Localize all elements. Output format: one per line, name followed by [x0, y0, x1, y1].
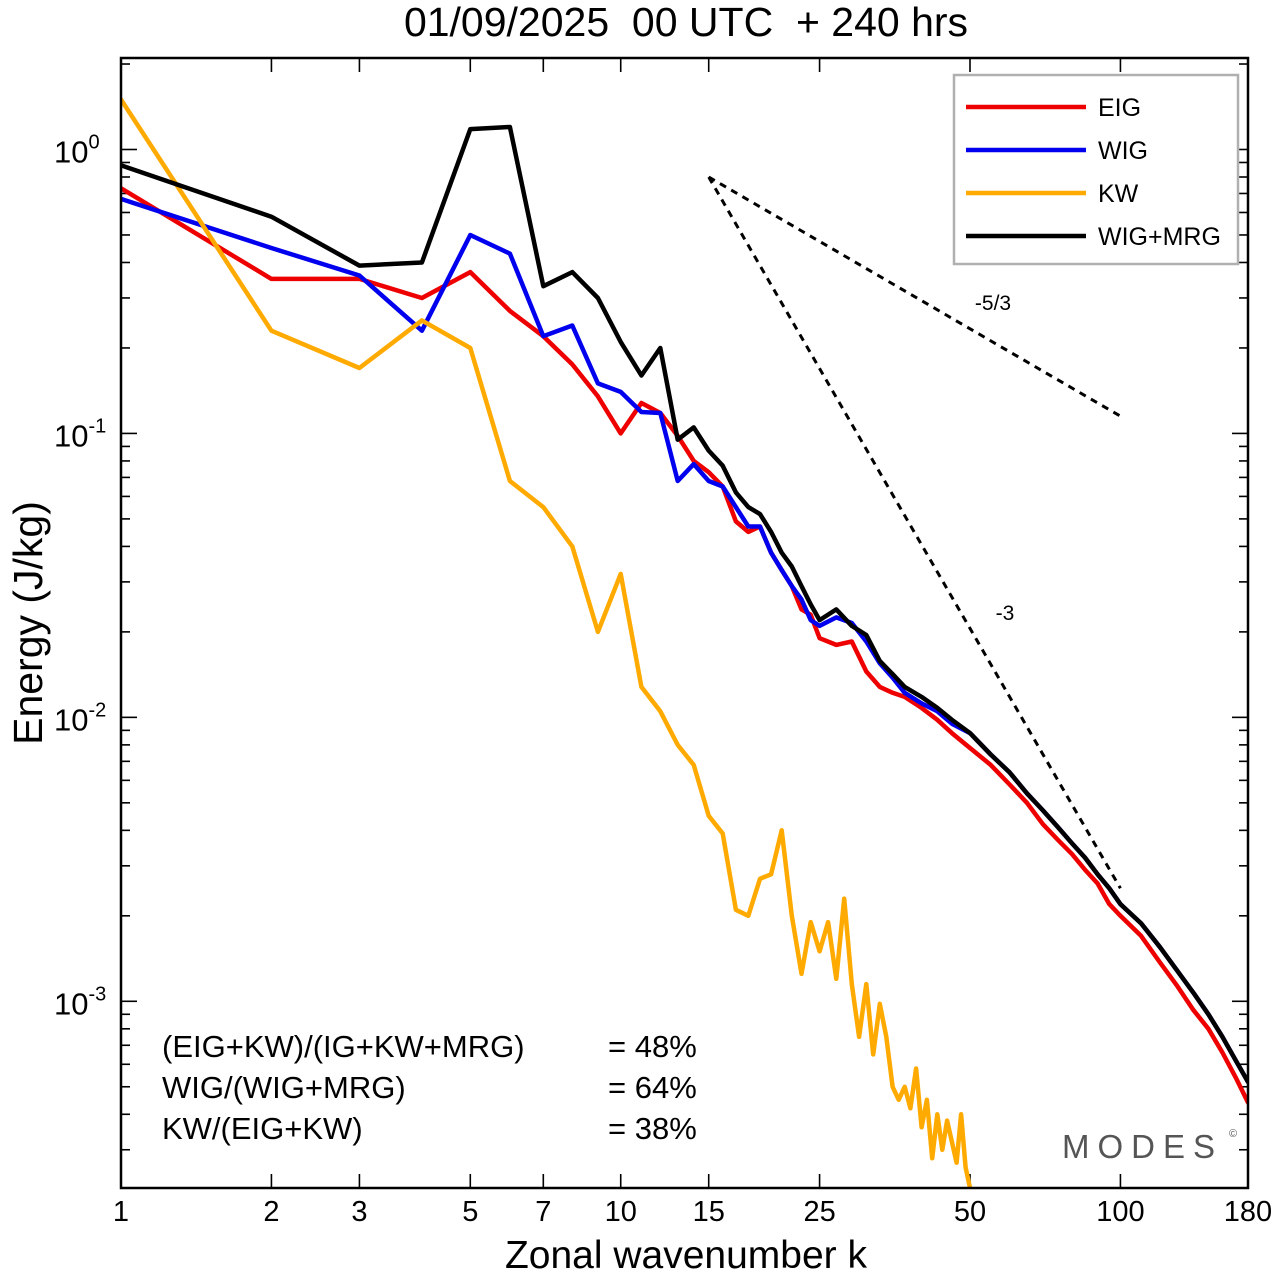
x-axis-label: Zonal wavenumber k — [505, 1234, 868, 1277]
reference-slope-line — [707, 175, 1122, 418]
legend-label: EIG — [1098, 94, 1141, 122]
y-tick-label: 10-1 — [54, 415, 106, 453]
series-line-kw — [121, 97, 973, 1188]
plot-frame — [119, 56, 1250, 1190]
x-tick-label: 2 — [263, 1196, 279, 1228]
series-line-wig-mrg — [121, 124, 1248, 1085]
stat-label: KW/(EIG+KW) — [162, 1111, 363, 1146]
copyright-mark: © — [1229, 1128, 1237, 1140]
x-tick-label: 7 — [535, 1196, 551, 1228]
modes-watermark: MODES — [1062, 1128, 1223, 1165]
stat-value: = 64% — [608, 1070, 697, 1105]
legend-label: WIG — [1098, 137, 1148, 165]
x-tick-labels: 1 2 3 5 7 10 15 25 50 100 180 — [113, 1196, 1272, 1228]
stat-value: = 48% — [608, 1029, 697, 1064]
x-tick-label: 10 — [605, 1196, 637, 1228]
legend: EIG WIG KW WIG+MRG — [952, 73, 1240, 266]
y-tick-label: 10-2 — [54, 699, 106, 737]
x-tick-label: 1 — [113, 1196, 129, 1228]
reference-slope-label: -3 — [996, 602, 1015, 625]
legend-label: WIG+MRG — [1098, 223, 1221, 251]
stat-label: WIG/(WIG+MRG) — [162, 1070, 406, 1105]
x-tick-label: 15 — [693, 1196, 725, 1228]
y-tick-label: 100 — [54, 131, 100, 169]
reference-slope-label: -5/3 — [975, 292, 1011, 315]
reference-slopes: -5/3 -3 — [707, 175, 1122, 890]
series-layer — [121, 97, 1248, 1188]
statistics-panel: (EIG+KW)/(IG+KW+MRG) = 48% WIG/(WIG+MRG) = … — [162, 1029, 697, 1146]
x-tick-label: 3 — [351, 1196, 367, 1228]
y-axis-label: Energy (J/kg) — [5, 501, 51, 745]
series-line-eig — [121, 186, 1248, 1105]
y-tick-label: 10-3 — [54, 983, 106, 1021]
x-tick-label: 50 — [954, 1196, 986, 1228]
x-tick-label: 180 — [1224, 1196, 1272, 1228]
reference-slope-line — [707, 176, 1122, 890]
x-tick-label: 100 — [1096, 1196, 1144, 1228]
chart-title: 01/09/2025 00 UTC + 240 hrs — [404, 0, 968, 45]
stat-value: = 38% — [608, 1111, 697, 1146]
x-tick-label: 25 — [803, 1196, 835, 1228]
x-tick-label: 5 — [462, 1196, 478, 1228]
legend-label: KW — [1098, 180, 1139, 208]
stat-label: (EIG+KW)/(IG+KW+MRG) — [162, 1029, 525, 1064]
y-tick-labels: 100 10-1 10-2 10-3 — [54, 131, 106, 1021]
